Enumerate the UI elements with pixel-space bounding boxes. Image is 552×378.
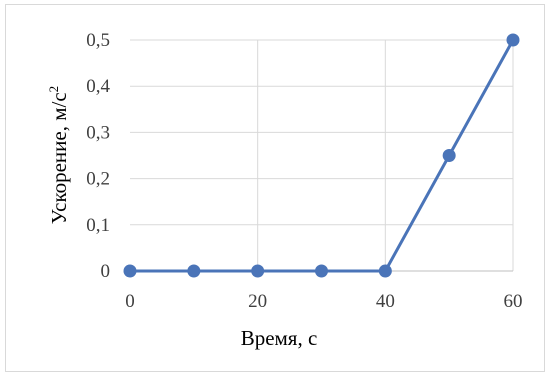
x-tick-label: 60	[504, 291, 523, 312]
y-tick-label: 0,5	[86, 30, 110, 51]
y-axis-title: Ускорение, м/с2	[46, 86, 71, 224]
x-tick-label: 20	[248, 291, 267, 312]
data-point	[506, 33, 520, 47]
x-tick-labels: 0 20 40 60	[125, 291, 522, 312]
y-axis-title-superscript: 2	[46, 86, 61, 93]
y-tick-label: 0	[101, 261, 111, 282]
y-tick-label: 0,2	[86, 169, 110, 190]
chart-area	[5, 4, 545, 372]
x-axis-title: Время, с	[241, 326, 318, 350]
data-points	[123, 33, 520, 278]
y-tick-label: 0,1	[86, 215, 110, 236]
y-tick-label: 0,3	[86, 122, 110, 143]
x-tick-label: 40	[376, 291, 395, 312]
data-point	[442, 149, 456, 162]
x-tick-label: 0	[125, 291, 135, 312]
data-point	[315, 264, 328, 278]
y-tick-label: 0,4	[86, 76, 110, 97]
data-point	[251, 264, 265, 278]
gridlines	[130, 39, 514, 271]
y-tick-labels: 0 0,1 0,2 0,3 0,4 0,5	[86, 30, 110, 282]
data-point	[123, 264, 137, 278]
data-point	[187, 264, 201, 278]
data-point	[378, 264, 392, 278]
y-axis-title-main: Ускорение, м/с	[47, 92, 71, 224]
